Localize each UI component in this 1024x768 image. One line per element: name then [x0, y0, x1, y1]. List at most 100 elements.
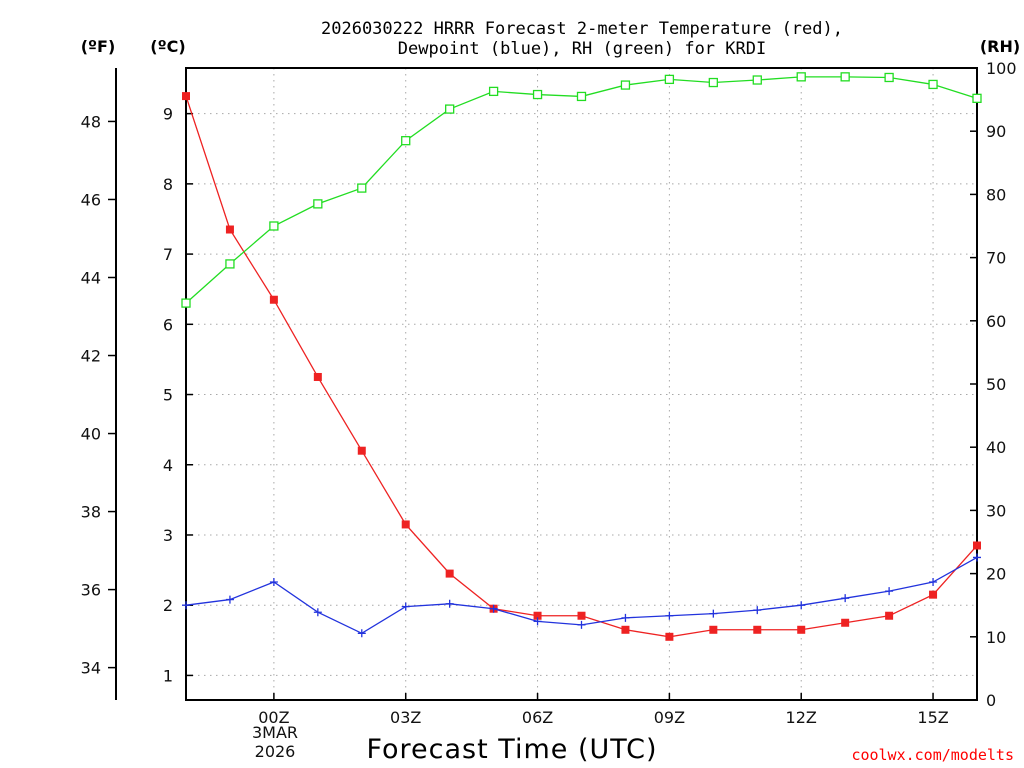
rh-point [357, 183, 367, 193]
dewpoint-point [269, 578, 278, 587]
x-tick-label: 03Z [390, 708, 421, 727]
temperature-point [401, 520, 410, 529]
fahrenheit-tick-label: 34 [81, 659, 101, 678]
rh-line [185, 76, 978, 304]
dewpoint-point [665, 611, 674, 620]
rh-point [884, 72, 894, 83]
rh-tick-label: 20 [986, 565, 1006, 584]
rh-tick-label: 80 [986, 185, 1006, 204]
celsius-tick-label: 1 [163, 666, 173, 685]
tick-labels: 1234567893436384042444648010203040506070… [81, 59, 1017, 727]
dewpoint-point [797, 601, 806, 610]
dewpoint-point [841, 594, 850, 603]
temperature-point [929, 590, 938, 599]
fahrenheit-tick-label: 36 [81, 581, 101, 600]
rh-unit-label: (RH) [980, 37, 1020, 56]
temperature-point [797, 625, 806, 634]
dewpoint-point [313, 608, 322, 617]
rh-tick-label: 60 [986, 312, 1006, 331]
temperature-point [753, 625, 762, 634]
fahrenheit-tick-label: 40 [81, 425, 101, 444]
x-tick-label: 06Z [522, 708, 553, 727]
temperature-point [445, 569, 454, 578]
celsius-tick-label: 7 [163, 245, 173, 264]
rh-point [620, 80, 631, 90]
rh-tick-label: 30 [986, 501, 1006, 520]
series-layer [181, 72, 982, 641]
dewpoint-point [489, 604, 498, 613]
dewpoint-point [401, 602, 410, 611]
dewpoint-series [182, 553, 981, 638]
x-axis-title: Forecast Time (UTC) [366, 734, 657, 765]
rh-point [269, 221, 279, 231]
temperature-point [533, 611, 542, 620]
fahrenheit-tick-label: 44 [81, 268, 101, 287]
temperature-point [313, 372, 322, 381]
dewpoint-point [533, 617, 542, 626]
rh-point [313, 199, 323, 209]
x-tick-label: 15Z [917, 708, 948, 727]
rh-point [225, 259, 235, 269]
rh-tick-label: 10 [986, 628, 1006, 647]
rh-tick-label: 90 [986, 122, 1006, 141]
celsius-tick-label: 5 [163, 386, 173, 405]
temperature-point [885, 611, 894, 620]
celsius-tick-label: 3 [163, 526, 173, 545]
temperature-point [357, 446, 366, 455]
celsius-tick-label: 4 [163, 456, 173, 475]
rh-point [401, 136, 411, 146]
temperature-point [225, 225, 234, 234]
rh-point [796, 72, 806, 82]
chart-title-line-2: Dewpoint (blue), RH (green) for KRDI [398, 39, 766, 59]
temperature-line [185, 95, 978, 638]
date-label-month: 3MAR [252, 723, 298, 742]
temperature-point [665, 632, 674, 641]
rh-tick-label: 100 [986, 59, 1017, 78]
rh-point [840, 72, 850, 82]
dewpoint-point [973, 553, 981, 562]
dewpoint-point [753, 606, 762, 615]
temperature-point [621, 625, 630, 634]
credit-link[interactable]: coolwx.com/modelts [851, 746, 1014, 764]
temperature-point [577, 611, 586, 620]
dewpoint-point [577, 620, 586, 629]
x-tick-label: 00Z [258, 708, 289, 727]
rh-point [972, 93, 982, 103]
celsius-tick-label: 2 [163, 596, 173, 615]
temperature-point [269, 295, 278, 304]
rh-point [752, 75, 762, 85]
dewpoint-point [225, 595, 234, 604]
celsius-tick-label: 9 [163, 105, 173, 124]
dewpoint-point [357, 629, 366, 638]
x-tick-label: 09Z [654, 708, 685, 727]
rh-tick-label: 70 [986, 249, 1006, 268]
rh-series [181, 72, 982, 308]
x-tick-label: 12Z [786, 708, 817, 727]
dewpoint-point [929, 578, 938, 587]
temperature-point [973, 541, 981, 550]
fahrenheit-unit-label: (ºF) [81, 37, 116, 56]
chart-title-line-1: 2026030222 HRRR Forecast 2-meter Tempera… [321, 19, 843, 39]
rh-tick-label: 50 [986, 375, 1006, 394]
rh-point [576, 91, 587, 102]
fahrenheit-tick-label: 46 [81, 190, 101, 209]
fahrenheit-tick-label: 42 [81, 347, 101, 366]
rh-point [708, 77, 718, 88]
rh-point [181, 298, 191, 308]
rh-tick-label: 40 [986, 438, 1006, 457]
dewpoint-point [709, 609, 718, 618]
temperature-point [709, 625, 718, 634]
rh-point [532, 89, 543, 100]
rh-point [445, 104, 455, 114]
temperature-series [182, 92, 981, 641]
fahrenheit-tick-label: 38 [81, 503, 101, 522]
rh-tick-label: 0 [986, 691, 996, 710]
dewpoint-point [445, 599, 454, 608]
date-label-year: 2026 [255, 742, 296, 761]
rh-point [928, 79, 938, 90]
grid [186, 68, 977, 700]
celsius-tick-label: 8 [163, 175, 173, 194]
temperature-point [841, 618, 850, 627]
rh-point [664, 74, 675, 85]
